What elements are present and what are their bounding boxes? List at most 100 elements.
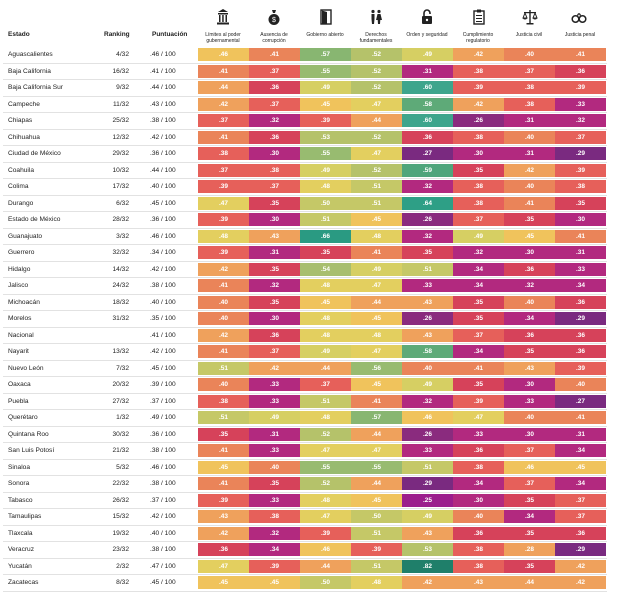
column-name-cumplimiento: Cumplimiento regulatorio xyxy=(462,32,494,44)
row-divider xyxy=(3,310,607,311)
score-cell-derechos: .45 xyxy=(351,213,402,226)
score-cell-civil: .40 xyxy=(504,48,555,61)
score-cell-cumplimiento: .38 xyxy=(453,559,504,573)
score-cell-civil: .41 xyxy=(504,196,555,210)
score-cell-orden: .27 xyxy=(402,147,453,160)
score-cell-penal: .34 xyxy=(555,279,606,292)
score-cell-derechos: .44 xyxy=(351,114,402,127)
estado-cell: Guerrero xyxy=(8,249,35,256)
score-cell-gobierno: .44 xyxy=(300,559,351,573)
row-divider xyxy=(3,244,607,245)
score-cell-civil: .40 xyxy=(504,180,555,193)
score-cell-derechos: .48 xyxy=(351,328,402,342)
column-name-civil: Justicia civil xyxy=(515,32,543,38)
score-cell-corrupcion: .33 xyxy=(249,444,300,457)
score-cell-derechos: .48 xyxy=(351,229,402,243)
score-cell-orden: .49 xyxy=(402,48,453,61)
score-cell-penal: .36 xyxy=(555,64,606,78)
score-cell-cumplimiento: .38 xyxy=(453,130,504,144)
score-cell-derechos: .52 xyxy=(351,64,402,78)
table-row: Jalisco 24/32.38 / 100.41.32.48.47.33.34.… xyxy=(0,278,617,295)
score-cell-cumplimiento: .37 xyxy=(453,213,504,226)
ranking-cell: 1/32 xyxy=(116,414,129,421)
estado-cell: Oaxaca xyxy=(8,381,31,388)
estado-cell: Yucatán xyxy=(8,562,32,570)
puntuacion-cell: .43 / 100 xyxy=(150,100,176,108)
score-cell-orden: .29 xyxy=(402,477,453,490)
score-cell-limites: .47 xyxy=(198,559,249,573)
column-name-limites: Límites al poder gubernamental xyxy=(205,32,241,44)
table-row: Zacatecas 8/32.45 / 100.45.45.50.48.42.43… xyxy=(0,575,617,592)
row-divider xyxy=(3,359,607,361)
score-cell-derechos: .47 xyxy=(351,279,402,292)
score-cell-derechos: .51 xyxy=(351,526,402,540)
ranking-cell: 17/32 xyxy=(112,183,129,190)
estado-cell: Baja California xyxy=(8,67,51,75)
row-divider xyxy=(3,178,607,179)
score-cell-civil: .43 xyxy=(504,361,555,375)
estado-cell: Puebla xyxy=(8,397,29,405)
row-divider xyxy=(3,475,607,476)
score-cell-corrupcion: .32 xyxy=(249,114,300,127)
score-cell-cumplimiento: .30 xyxy=(453,147,504,160)
ranking-cell: 13/32 xyxy=(112,348,129,355)
score-cell-limites: .46 xyxy=(198,48,249,61)
puntuacion-cell: .36 / 100 xyxy=(150,430,176,438)
row-divider xyxy=(3,112,607,113)
score-cell-derechos: .45 xyxy=(351,378,402,391)
table-row: Baja California Sur 9/32 .44 / 100 .44.36.4… xyxy=(0,80,617,97)
row-divider xyxy=(3,194,607,196)
score-cell-gobierno: .48 xyxy=(300,279,351,292)
score-cell-limites: .41 xyxy=(198,444,249,457)
score-cell-corrupcion: .38 xyxy=(249,510,300,523)
score-cell-orden: .32 xyxy=(402,394,453,408)
ranking-cell: 22/32 xyxy=(112,480,129,487)
estado-cell: Querétaro xyxy=(8,414,38,421)
score-cell-gobierno: .53 xyxy=(300,130,351,144)
ranking-cell: 28/32 xyxy=(112,216,129,223)
score-cell-cumplimiento: .34 xyxy=(453,477,504,490)
score-cell-civil: .46 xyxy=(504,460,555,474)
score-cell-corrupcion: .37 xyxy=(249,97,300,111)
score-cell-corrupcion: .40 xyxy=(249,460,300,474)
row-divider xyxy=(3,211,607,212)
score-cell-penal: .33 xyxy=(555,97,606,111)
score-cell-derechos: .41 xyxy=(351,246,402,259)
puntuacion-cell: .40 / 100 xyxy=(150,529,176,537)
estado-cell: Estado de México xyxy=(8,216,61,223)
score-cell-penal: .37 xyxy=(555,510,606,523)
score-cell-penal: .37 xyxy=(555,130,606,144)
puntuacion-cell: .42 / 100 xyxy=(150,513,176,520)
ranking-cell: 18/32 xyxy=(112,298,129,306)
score-cell-civil: .45 xyxy=(504,229,555,243)
open-door-icon xyxy=(318,8,334,26)
score-cell-corrupcion: .35 xyxy=(249,196,300,210)
row-divider xyxy=(3,574,607,575)
row-divider xyxy=(3,541,607,542)
score-cell-cumplimiento: .39 xyxy=(453,81,504,94)
estado-cell: Coahuila xyxy=(8,166,35,174)
score-cell-derechos: .45 xyxy=(351,493,402,507)
score-cell-cumplimiento: .35 xyxy=(453,312,504,325)
score-cell-corrupcion: .35 xyxy=(249,295,300,309)
row-divider xyxy=(3,79,607,80)
puntuacion-cell: .37 / 100 xyxy=(150,397,176,405)
score-cell-penal: .40 xyxy=(555,378,606,391)
score-cell-derechos: .51 xyxy=(351,180,402,193)
score-cell-corrupcion: .45 xyxy=(249,576,300,589)
score-cell-limites: .38 xyxy=(198,147,249,160)
column-name-gobierno: Gobierno abierto xyxy=(306,32,344,38)
score-cell-gobierno: .39 xyxy=(300,526,351,540)
row-divider xyxy=(3,260,607,262)
score-cell-cumplimiento: .42 xyxy=(453,48,504,61)
estado-cell: Guanajuato xyxy=(8,232,43,240)
row-divider xyxy=(3,145,607,146)
score-cell-gobierno: .49 xyxy=(300,345,351,358)
score-cell-corrupcion: .30 xyxy=(249,213,300,226)
score-cell-civil: .35 xyxy=(504,526,555,540)
score-cell-limites: .44 xyxy=(198,81,249,94)
score-cell-penal: .41 xyxy=(555,411,606,424)
table-row: Nayarit 13/32 .42 / 100 .41.37.49.47.58.34.… xyxy=(0,344,617,361)
score-cell-limites: .48 xyxy=(198,229,249,243)
score-cell-cumplimiento: .35 xyxy=(453,378,504,391)
